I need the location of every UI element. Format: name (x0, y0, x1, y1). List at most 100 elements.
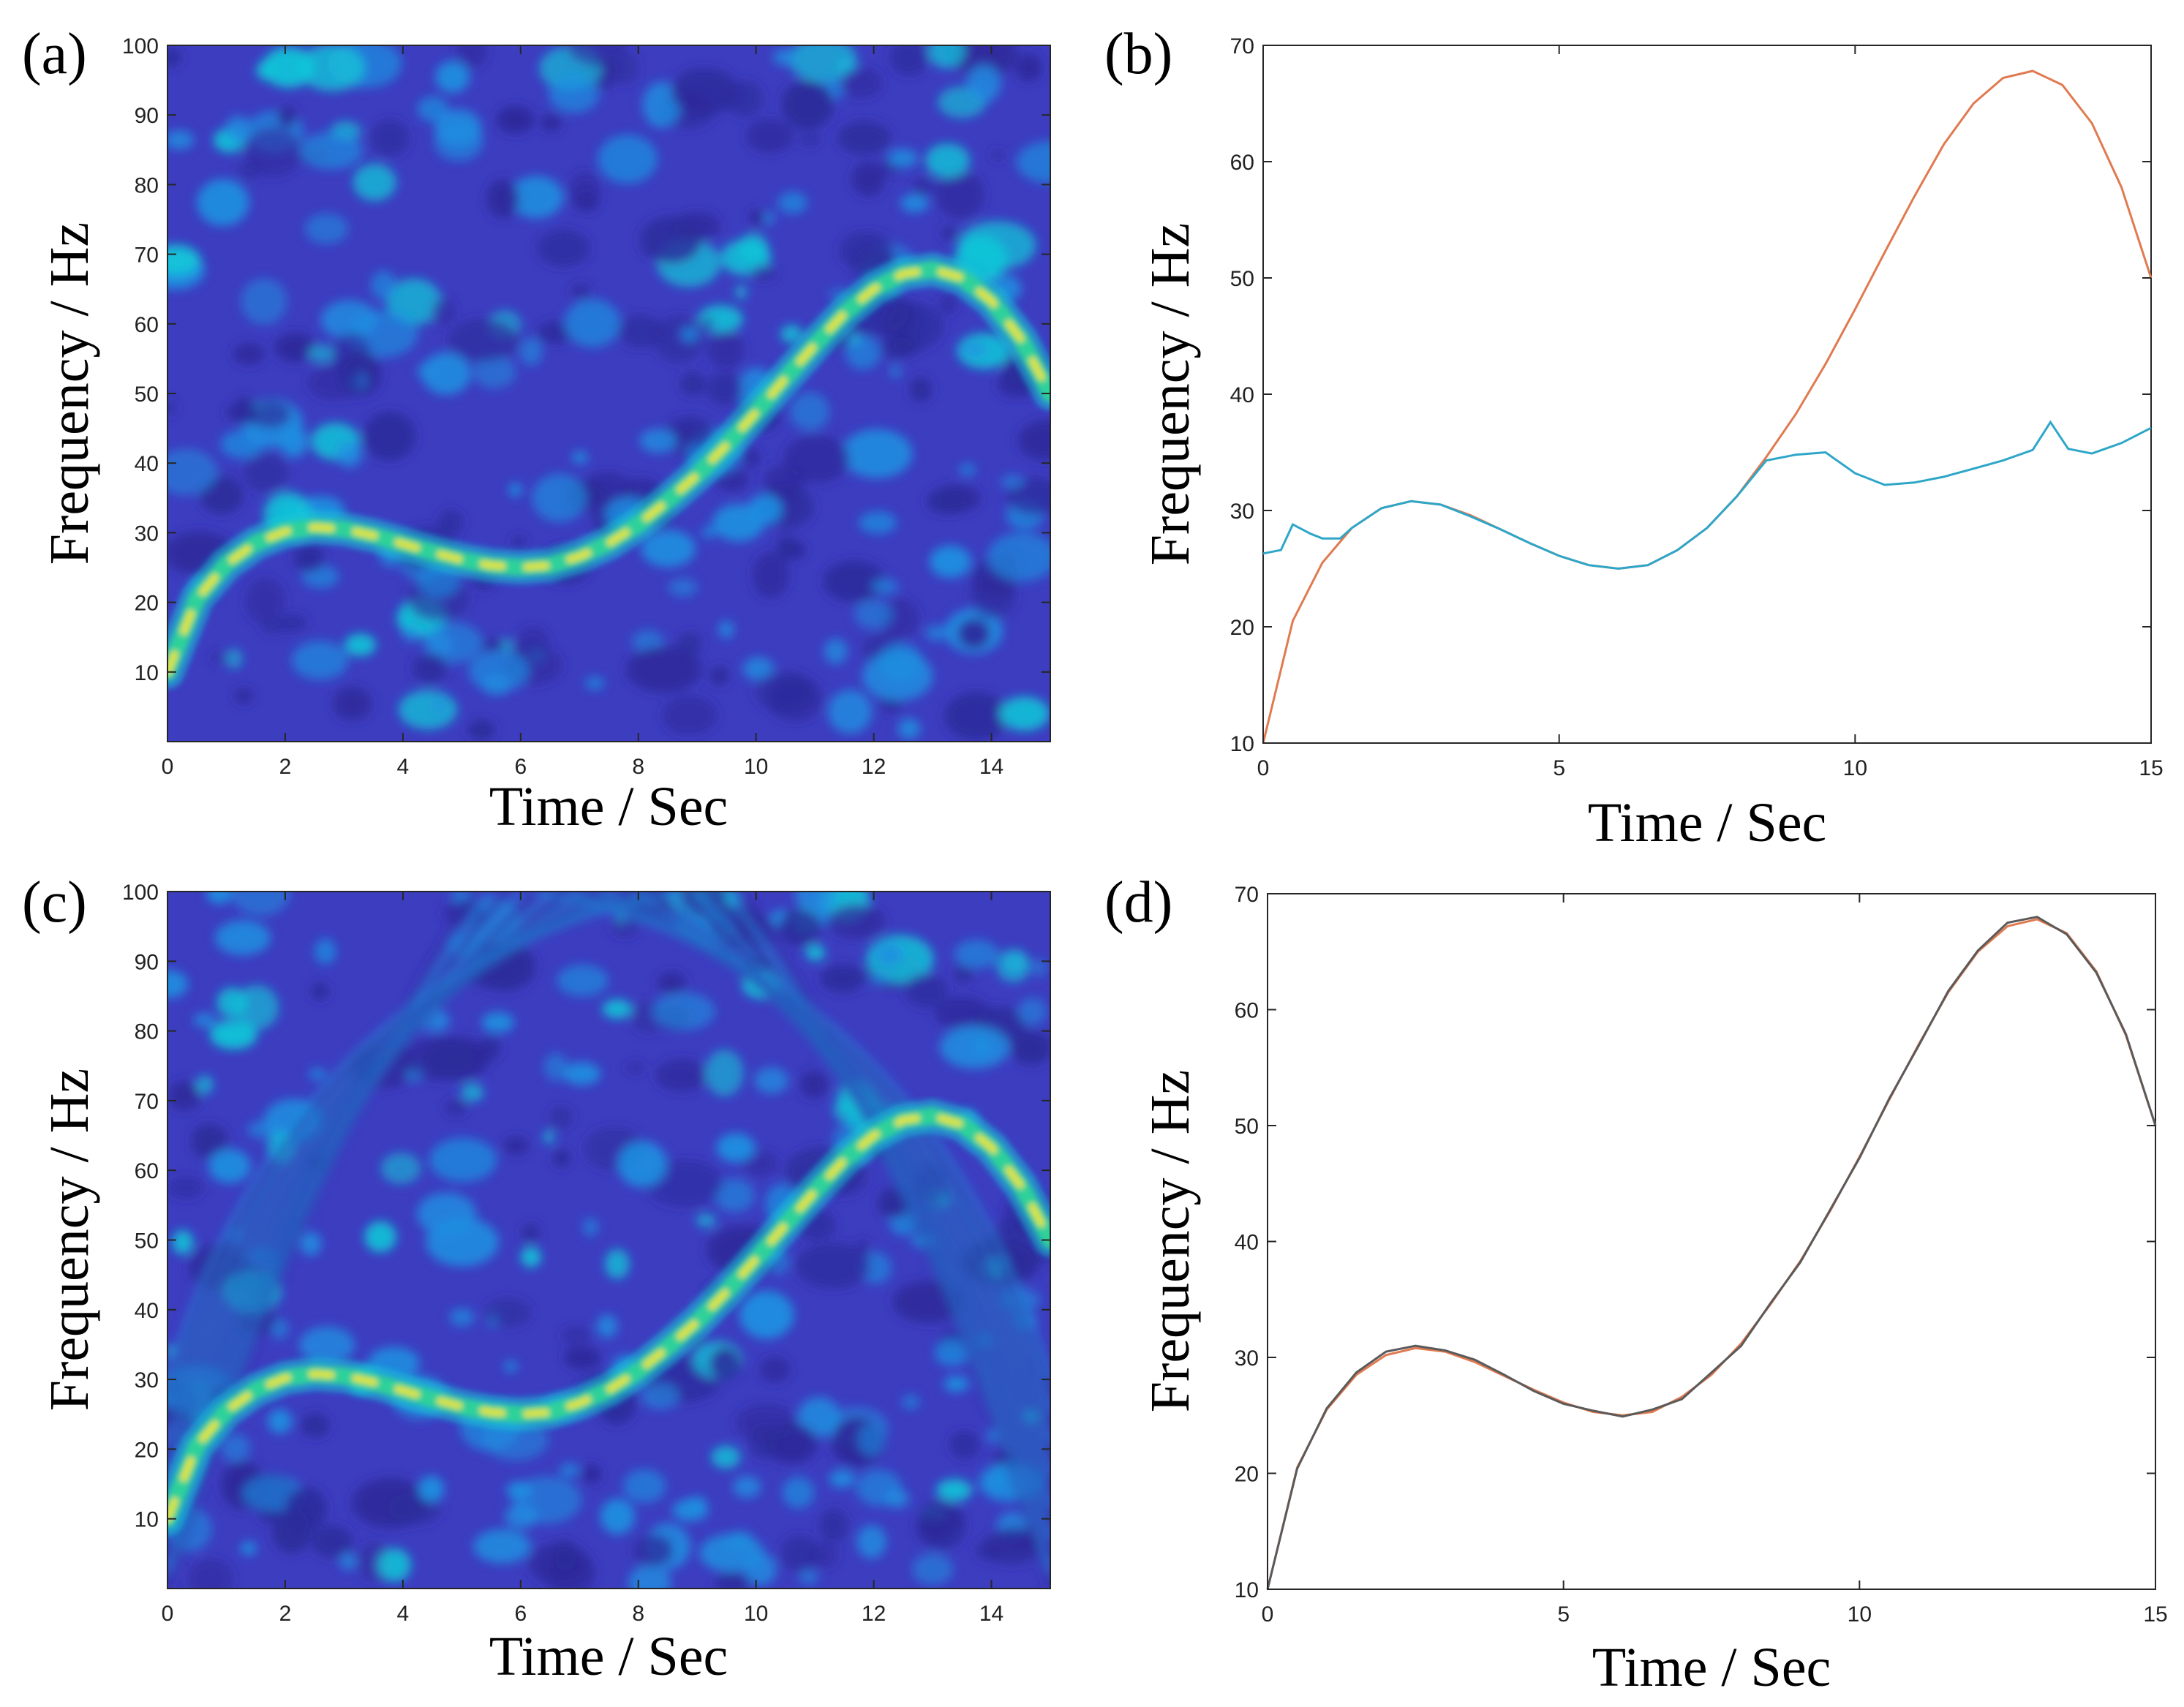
x-axis-title-a: Time / Sec (489, 776, 728, 837)
noise-blob (761, 211, 776, 226)
noise-blob (711, 1445, 741, 1469)
y-tick-label-c: 70 (135, 1090, 159, 1114)
noise-blob (300, 1413, 330, 1437)
reference-line-d (1266, 918, 2157, 1590)
noise-blob (902, 1395, 920, 1410)
noise-blob (714, 1178, 755, 1213)
line-chart-d: 0 5 10 15 10 20 30 40 50 60 70 Time / Sec Frequen… (1140, 883, 2168, 1698)
noise-blob (431, 298, 456, 326)
noise-blob (468, 720, 495, 741)
noise-blob (887, 148, 918, 168)
noise-blob (680, 372, 706, 396)
noise-blob (1017, 998, 1047, 1025)
noise-blob (889, 45, 929, 75)
noise-blob (612, 51, 639, 84)
y-tick-label-c: 50 (135, 1229, 159, 1254)
noise-blob (429, 1138, 497, 1183)
noise-blob (950, 45, 1018, 78)
noise-blob (435, 61, 470, 94)
noise-blob (167, 400, 177, 415)
noise-blob (824, 638, 848, 664)
noise-blob (298, 1326, 355, 1364)
noise-blob (243, 127, 303, 177)
y-tick-label-d: 60 (1235, 999, 1259, 1023)
noise-blob (820, 964, 865, 992)
noise-blob (602, 999, 633, 1019)
x-tick-label-a: 4 (397, 755, 410, 779)
noise-blob (742, 657, 775, 681)
noise-blob (856, 1469, 903, 1507)
y-axis-title-d: Frequency / Hz (1140, 1070, 1201, 1413)
noise-blob (666, 416, 714, 446)
noise-blob (267, 1409, 293, 1434)
noise-blob (496, 106, 535, 134)
x-tick-label-c: 10 (744, 1602, 768, 1626)
noise-blob (236, 164, 261, 180)
noise-blob (482, 674, 511, 696)
noise-blob (333, 687, 372, 720)
noise-blob (309, 1068, 327, 1081)
noise-blob (829, 1469, 856, 1488)
y-tick-label-a: 60 (135, 313, 159, 337)
noise-blob (291, 641, 349, 680)
noise-blob (934, 1338, 971, 1367)
noise-blob (543, 1130, 554, 1144)
noise-blob (398, 690, 458, 730)
noise-blob (641, 530, 696, 568)
noise-blob (206, 892, 233, 904)
noise-blob (456, 45, 488, 69)
x-tick-label-a: 10 (744, 755, 768, 779)
y-tick-label-d: 40 (1235, 1231, 1259, 1255)
x-tick-label-a: 14 (979, 755, 1003, 779)
x-tick-label-a: 8 (632, 755, 644, 779)
y-axis-title-a: Frequency / Hz (39, 222, 100, 565)
noise-blob (209, 1020, 257, 1050)
noise-blob (752, 552, 789, 598)
noise-blob (996, 949, 1031, 983)
noise-blob (571, 451, 588, 464)
noise-blob (617, 1141, 667, 1188)
noise-blob (353, 163, 396, 201)
noise-blob (954, 964, 974, 983)
noise-blob (900, 194, 929, 213)
noise-blob (314, 938, 336, 965)
panel-label-c: (c) (22, 870, 87, 935)
x-tick-label-c: 6 (514, 1602, 527, 1626)
x-tick-label-d: 5 (1557, 1602, 1570, 1627)
noise-blob (935, 170, 984, 219)
y-axis-title-c: Frequency / Hz (39, 1069, 100, 1412)
noise-blob (564, 1346, 600, 1370)
noise-blob (716, 1133, 756, 1163)
noise-blob (854, 600, 893, 629)
noise-blob (628, 1564, 671, 1589)
x-tick-label-a: 6 (514, 755, 527, 779)
noise-blob (795, 1243, 871, 1289)
noise-blob (437, 510, 464, 535)
noise-blob (905, 973, 948, 1008)
noise-blob (709, 1346, 741, 1381)
x-tick-label-a: 0 (162, 755, 174, 779)
noise-blob (746, 119, 794, 153)
noise-blob (521, 1223, 541, 1243)
noise-blob (543, 1052, 568, 1082)
noise-blob (423, 622, 483, 664)
noise-blob (701, 526, 717, 539)
noise-blob (519, 337, 543, 366)
x-tick-label-c: 12 (862, 1602, 886, 1626)
noise-blob (805, 944, 825, 961)
noise-blob (304, 213, 349, 244)
noise-blob (652, 992, 715, 1030)
noise-blob (197, 179, 249, 226)
noise-blob (987, 532, 1050, 581)
noise-blob (780, 1535, 820, 1572)
noise-blob (548, 75, 600, 113)
noise-blob (701, 317, 715, 330)
x-tick-label-a: 12 (862, 755, 886, 779)
noise-blob (285, 1487, 328, 1531)
noise-blob (961, 341, 987, 358)
noise-blob (262, 47, 315, 88)
noise-blob (240, 1541, 257, 1556)
y-tick-label-c: 40 (135, 1299, 159, 1323)
noise-blob (715, 1572, 750, 1589)
